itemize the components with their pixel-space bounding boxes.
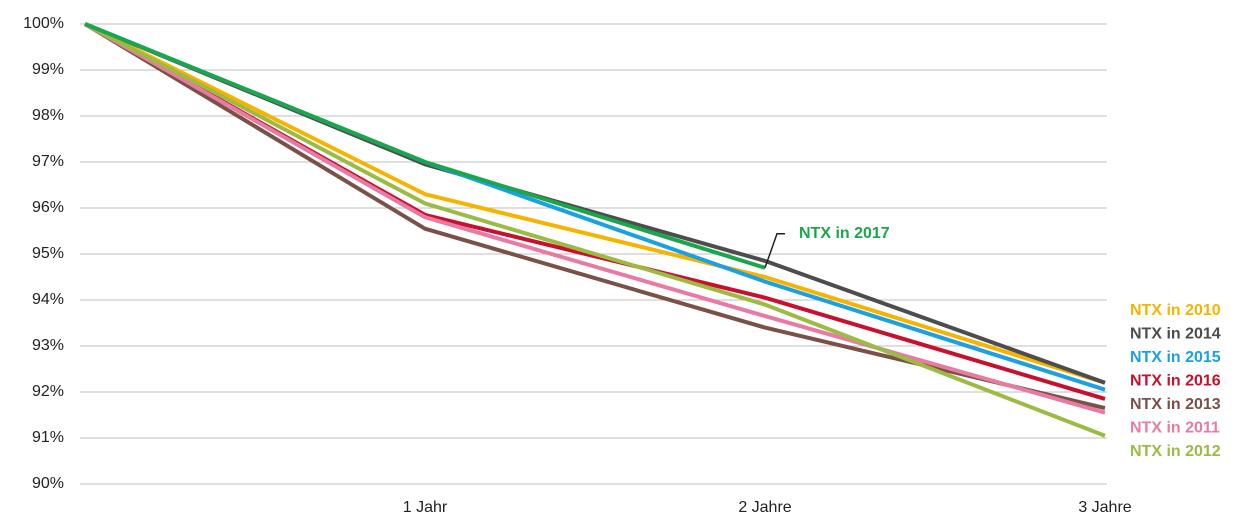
legend-label: NTX in 2013 bbox=[1130, 396, 1221, 413]
series-label: NTX in 2017 bbox=[799, 225, 890, 242]
annotation-leader bbox=[764, 233, 785, 269]
y-tick-label: 98% bbox=[32, 107, 64, 124]
series-line bbox=[83, 22, 1106, 411]
legend-label: NTX in 2014 bbox=[1130, 326, 1221, 343]
y-tick-label: 96% bbox=[32, 199, 64, 216]
series-line bbox=[84, 22, 766, 270]
legend-label: NTX in 2010 bbox=[1130, 302, 1221, 319]
legend-label: NTX in 2015 bbox=[1130, 349, 1221, 366]
y-tick-label: 95% bbox=[32, 245, 64, 262]
y-tick-label: 100% bbox=[23, 15, 64, 32]
y-tick-label: 92% bbox=[32, 383, 64, 400]
y-tick-label: 97% bbox=[32, 153, 64, 170]
legend-label: NTX in 2011 bbox=[1130, 420, 1220, 437]
x-tick-label: 2 Jahre bbox=[738, 499, 791, 516]
legend-label: NTX in 2016 bbox=[1130, 373, 1221, 390]
x-tick-label: 1 Jahr bbox=[403, 499, 448, 516]
y-tick-label: 94% bbox=[32, 291, 64, 308]
y-tick-label: 91% bbox=[32, 429, 64, 446]
series-line bbox=[84, 22, 1106, 438]
series-line bbox=[84, 22, 1106, 385]
y-tick-label: 90% bbox=[32, 475, 64, 492]
y-tick-label: 93% bbox=[32, 337, 64, 354]
y-tick-label: 99% bbox=[32, 61, 64, 78]
series-line bbox=[84, 22, 1106, 415]
series-line bbox=[84, 22, 1106, 385]
legend-label: NTX in 2012 bbox=[1130, 443, 1221, 460]
x-tick-label: 3 Jahre bbox=[1078, 499, 1131, 516]
